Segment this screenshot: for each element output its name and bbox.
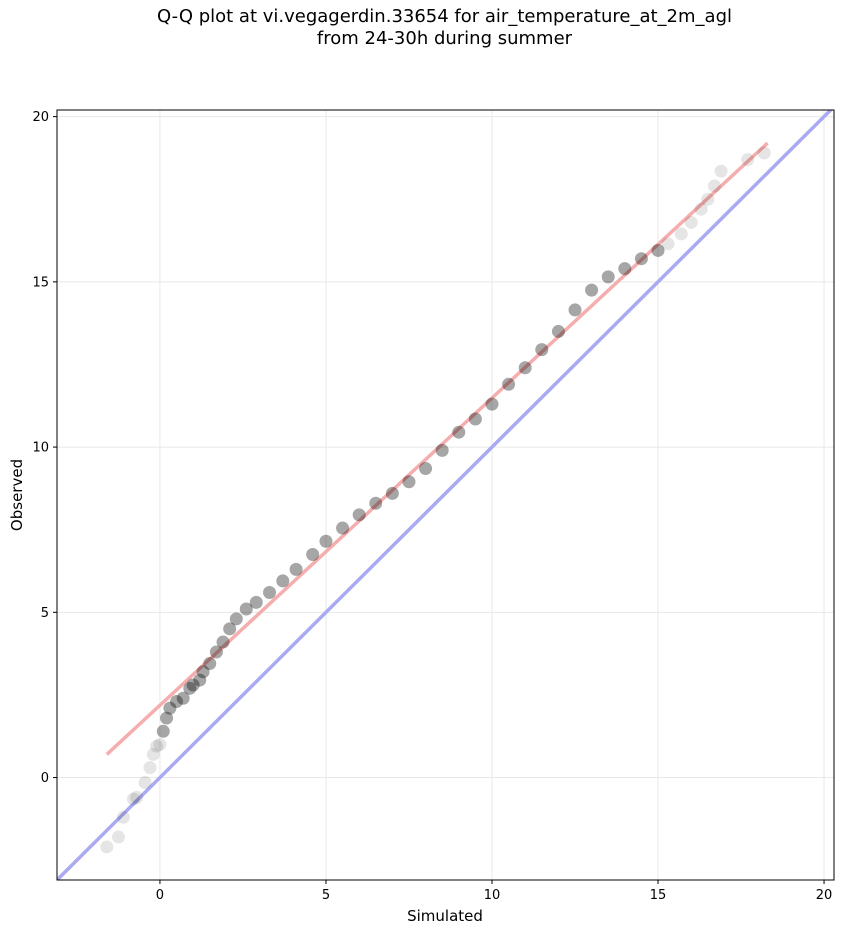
data-point (223, 622, 237, 636)
data-point (741, 153, 755, 167)
x-tick-label: 0 (156, 888, 164, 903)
data-point (585, 283, 599, 297)
x-axis-label: Simulated (407, 907, 483, 925)
plot-frame (56, 109, 835, 881)
data-point (229, 612, 243, 626)
data-point (674, 227, 688, 241)
x-tick-label: 20 (816, 888, 833, 903)
y-tick-label: 20 (32, 110, 49, 125)
axis-ticks: 0 5 10 15 20 0 5 10 15 20 (32, 110, 832, 903)
data-point (502, 377, 516, 391)
data-point (289, 562, 303, 576)
data-point (714, 164, 728, 178)
data-point (402, 475, 416, 489)
chart-title-line-1: Q-Q plot at vi.vegagerdin.33654 for air_… (157, 6, 732, 27)
x-tick-label: 10 (484, 888, 501, 903)
data-point (385, 486, 399, 500)
data-point (435, 443, 449, 457)
data-point (170, 695, 184, 709)
data-point (319, 534, 333, 548)
y-tick-label: 0 (41, 771, 49, 786)
data-point (130, 790, 144, 804)
data-point (100, 840, 114, 854)
data-point (651, 243, 665, 257)
data-point (209, 645, 223, 659)
y-tick-label: 15 (32, 275, 49, 290)
x-tick-label: 5 (322, 888, 330, 903)
chart-title-line-2: from 24-30h during summer (316, 28, 573, 49)
data-point (263, 585, 277, 599)
data-point (684, 215, 698, 229)
data-point (468, 412, 482, 426)
data-point (163, 701, 177, 715)
grid (57, 110, 834, 880)
data-point (196, 665, 210, 679)
data-point (160, 711, 174, 725)
x-tick-label: 15 (650, 888, 667, 903)
data-point (707, 179, 721, 193)
data-point (249, 595, 263, 609)
data-point (138, 776, 152, 790)
data-point (551, 324, 565, 338)
data-point (306, 547, 320, 561)
data-point (535, 343, 549, 357)
chart-title: Q-Q plot at vi.vegagerdin.33654 for air_… (0, 6, 843, 50)
data-point (193, 673, 207, 687)
data-point (239, 602, 253, 616)
identity-line (57, 110, 834, 880)
data-point (568, 303, 582, 317)
data-point (694, 202, 708, 216)
data-point (116, 810, 130, 824)
data-point (369, 496, 383, 510)
data-points (100, 146, 771, 854)
data-point (216, 635, 230, 649)
data-point (186, 678, 200, 692)
fit-line (105, 141, 769, 756)
data-point (111, 830, 125, 844)
data-point (336, 521, 350, 535)
data-point (150, 739, 164, 753)
data-point (126, 792, 140, 806)
data-point (146, 747, 160, 761)
data-point (618, 262, 632, 276)
data-point (452, 425, 466, 439)
data-point (518, 361, 532, 375)
data-point (276, 574, 290, 588)
data-point (176, 691, 190, 705)
data-point (701, 192, 715, 206)
data-point (183, 681, 197, 695)
data-point (634, 252, 648, 266)
data-point (203, 657, 217, 671)
data-point (601, 270, 615, 284)
lines (57, 110, 834, 880)
data-point (143, 761, 157, 775)
y-axis-label: Observed (8, 459, 26, 531)
data-point (661, 237, 675, 251)
data-point (757, 146, 771, 160)
data-point (485, 397, 499, 411)
data-point (153, 738, 167, 752)
y-tick-label: 5 (41, 606, 49, 621)
data-point (352, 508, 366, 522)
y-tick-label: 10 (32, 441, 49, 456)
data-point (419, 462, 433, 476)
data-point (156, 724, 170, 738)
